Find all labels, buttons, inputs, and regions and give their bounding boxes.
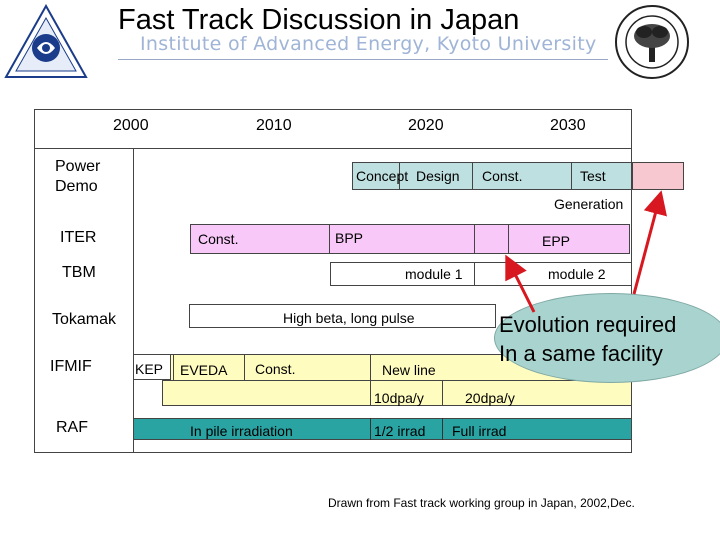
callout-text: Evolution required In a same facility <box>499 310 676 368</box>
iter-const-bpp-divider <box>329 224 330 254</box>
arrow-to-demo-generation <box>632 190 667 295</box>
iae-logo <box>4 4 88 78</box>
tokamak-high-beta-label: High beta, long pulse <box>283 310 415 326</box>
ifmif-dpa-divider <box>442 380 443 406</box>
iter-epp-label: EPP <box>542 233 571 249</box>
ifmif-new-line-label: New line <box>382 362 436 378</box>
iter-epp-divider <box>508 224 509 254</box>
demo-generation-label: Generation <box>554 196 624 212</box>
callout-line-2: In a same facility <box>499 341 663 366</box>
year-2030: 2030 <box>550 117 586 134</box>
arrow-to-iter-epp <box>505 254 536 313</box>
ifmif-const-label: Const. <box>255 361 296 377</box>
header-rule <box>118 59 608 60</box>
kyoto-university-seal <box>615 5 689 79</box>
tokamak-bar <box>189 304 496 328</box>
demo-test-label: Test <box>580 168 606 184</box>
demo-generation-bar <box>632 162 684 190</box>
year-header-divider <box>34 148 632 149</box>
tbm-module1-label: module 1 <box>405 266 463 282</box>
tbm-phase-bar <box>330 262 632 286</box>
demo-const-label: Const. <box>482 168 523 184</box>
ifmif-eveda-start <box>173 354 174 380</box>
row-label-tokamak: Tokamak <box>52 311 117 328</box>
tbm-module2-label: module 2 <box>548 266 606 282</box>
ifmif-20dpa-label: 20dpa/y <box>465 390 515 406</box>
raf-bar <box>133 418 632 440</box>
row-label-tbm: TBM <box>62 264 96 281</box>
raf-full-irrad-label: Full irrad <box>452 423 507 439</box>
ifmif-kep-label: KEP <box>135 361 164 377</box>
iter-bpp-label: BPP <box>335 230 364 246</box>
iter-const-label: Const. <box>198 231 239 247</box>
label-column-divider <box>133 148 134 453</box>
demo-concept-label: Concept <box>356 168 409 184</box>
iter-bpp-epp-divider <box>474 224 475 254</box>
callout-line-1: Evolution required <box>499 312 677 337</box>
demo-phase-bar <box>352 162 632 190</box>
page-title: Fast Track Discussion in Japan <box>118 4 520 36</box>
raf-divider-2 <box>442 418 443 440</box>
raf-half-irrad-label: 1/2 irrad <box>374 423 426 439</box>
concept-design-divider <box>399 162 400 190</box>
source-footnote: Drawn from Fast track working group in J… <box>328 496 635 510</box>
tbm-module-divider <box>474 262 475 286</box>
ifmif-const-start <box>244 354 245 380</box>
year-2000: 2000 <box>113 117 149 134</box>
demo-design-label: Design <box>416 168 460 184</box>
row-label-ifmif: IFMIF <box>50 358 92 375</box>
design-const-divider <box>472 162 473 190</box>
row-label-raf: RAF <box>56 419 88 436</box>
ifmif-eveda-label: EVEDA <box>180 362 228 378</box>
institute-subtitle: Institute of Advanced Energy, Kyoto Univ… <box>140 33 597 55</box>
year-2020: 2020 <box>408 117 444 134</box>
raf-divider-1 <box>370 418 371 440</box>
raf-in-pile-label: In pile irradiation <box>190 423 293 439</box>
row-label-power-demo: Power Demo <box>55 158 101 195</box>
year-2010: 2010 <box>256 117 292 134</box>
ifmif-mid-divider <box>162 380 632 381</box>
row-label-iter: ITER <box>60 229 97 246</box>
ifmif-10dpa-label: 10dpa/y <box>374 390 424 406</box>
const-test-divider <box>571 162 572 190</box>
iter-phase-bar <box>190 224 630 254</box>
ifmif-kep-box <box>133 354 171 380</box>
